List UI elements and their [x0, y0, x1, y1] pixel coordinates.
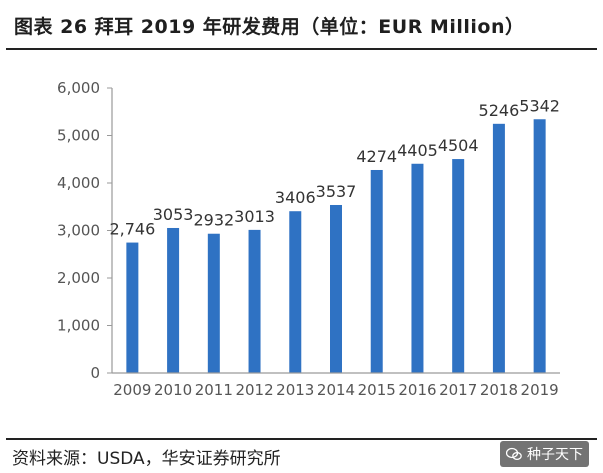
bar-2017 — [452, 159, 465, 373]
x-tick-label: 2014 — [317, 381, 355, 399]
y-tick-label: 3,000 — [57, 222, 100, 240]
watermark-badge: 种子天下 — [500, 441, 589, 467]
x-tick-label: 2010 — [154, 381, 192, 399]
data-label-2013: 3406 — [275, 188, 316, 207]
data-label-2011: 2932 — [193, 211, 234, 230]
bar-2015 — [370, 169, 383, 373]
bars — [126, 119, 546, 373]
bar-2011 — [207, 233, 220, 373]
data-label-2009: 2,746 — [109, 220, 155, 239]
bottom-divider — [6, 438, 597, 440]
y-tick-label: 0 — [90, 364, 100, 382]
data-label-2016: 4405 — [397, 141, 438, 160]
bar-2016 — [411, 163, 424, 373]
source-note: 资料来源：USDA，华安证券研究所 — [12, 449, 281, 469]
bar-2019 — [533, 119, 546, 373]
data-label-2015: 4274 — [356, 147, 397, 166]
y-tick-label: 5,000 — [57, 127, 100, 145]
bar-2014 — [330, 204, 342, 373]
chart-title: 图表 26 拜耳 2019 年研发费用（单位：EUR Million） — [14, 16, 525, 38]
data-label-2012: 3013 — [234, 207, 275, 226]
x-tick-label: 2009 — [113, 381, 151, 399]
bar-2010 — [167, 227, 180, 373]
x-axis: 2009 2010 2011 2012 2013 2014 2015 2016 2017 2018… — [112, 372, 560, 399]
x-tick-label: 2013 — [276, 381, 314, 399]
bar-2018 — [492, 123, 505, 373]
data-label-2010: 3053 — [153, 205, 194, 224]
bar-2013 — [289, 211, 302, 373]
x-tick-label: 2012 — [235, 381, 273, 399]
x-tick-label: 2015 — [358, 381, 396, 399]
data-label-2018: 5246 — [479, 101, 520, 120]
bar-2012 — [248, 229, 261, 373]
x-tick-label: 2016 — [398, 381, 436, 399]
bar-2009 — [126, 242, 139, 373]
wechat-icon — [506, 447, 522, 461]
x-tick-label: 2011 — [195, 381, 233, 399]
x-tick-label: 2018 — [480, 381, 518, 399]
data-label-2019: 5342 — [519, 96, 560, 115]
data-label-2014: 3537 — [316, 182, 357, 201]
watermark-text: 种子天下 — [527, 447, 583, 463]
y-tick-label: 6,000 — [57, 79, 100, 97]
data-label-2017: 4504 — [438, 136, 479, 155]
y-tick-label: 4,000 — [57, 174, 100, 192]
y-tick-label: 2,000 — [57, 269, 100, 287]
x-tick-label: 2019 — [521, 381, 559, 399]
y-axis: 0 1,000 2,000 3,000 4,000 5,000 6,000 — [57, 79, 113, 382]
y-tick-label: 1,000 — [57, 317, 100, 335]
x-tick-label: 2017 — [439, 381, 477, 399]
top-divider — [6, 48, 597, 50]
